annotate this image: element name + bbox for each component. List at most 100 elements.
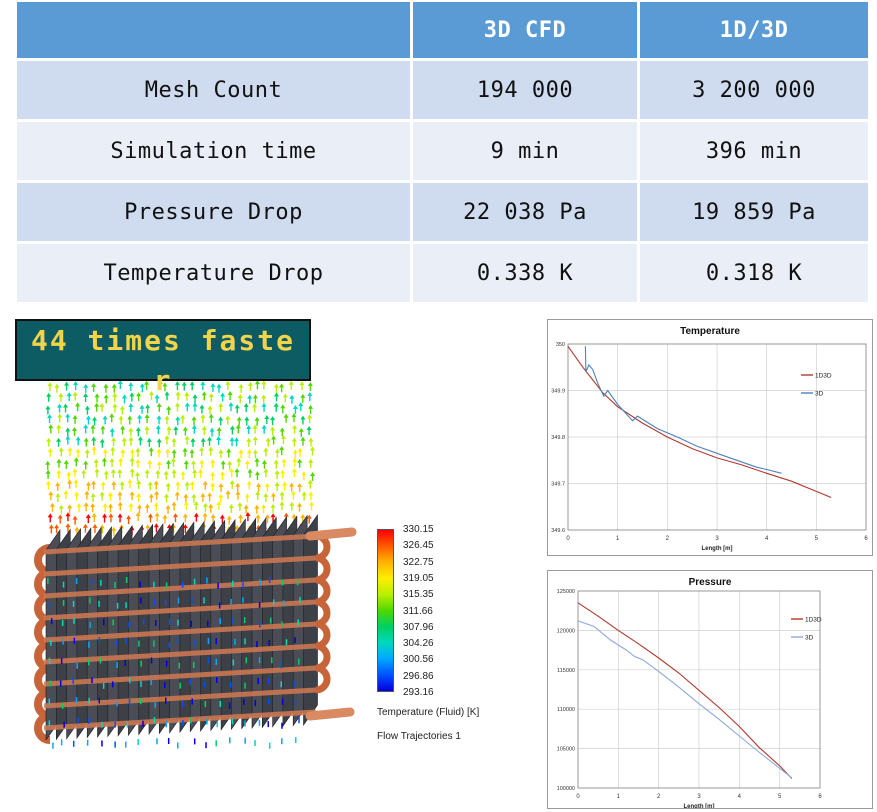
flow-arrow-head: [55, 493, 61, 498]
flow-arrow-head: [220, 460, 226, 465]
flow-arrow-head: [48, 424, 54, 429]
flow-arrow-head: [238, 514, 244, 519]
table-row: Pressure Drop 22 038 Pa 19 859 Pa: [17, 183, 868, 241]
flow-arrow-head: [261, 459, 267, 464]
flow-arrow-head: [229, 425, 235, 430]
flow-arrow-head: [237, 393, 243, 398]
flow-arrow-head: [202, 502, 208, 507]
plot-area: [567, 343, 867, 531]
flow-arrow-head: [247, 381, 253, 386]
tube: [43, 555, 317, 577]
flow-arrow-head: [172, 513, 178, 518]
flow-arrow-head: [292, 424, 298, 429]
flow-arrow-head: [126, 515, 132, 520]
flow-arrow-head: [270, 416, 276, 421]
flow-arrow-head: [308, 404, 314, 409]
flow-arrow-head: [112, 403, 118, 408]
flow-arrow-head: [129, 491, 135, 496]
flow-arrow-head: [171, 469, 177, 474]
flow-arrow-head: [83, 502, 89, 507]
flow-arrow-head: [184, 481, 190, 486]
flow-arrow-head: [263, 447, 269, 452]
flow-arrow-head: [252, 403, 258, 408]
flow-arrow-head: [199, 459, 205, 464]
flow-arrow-head: [289, 501, 295, 506]
flow-arrow-head: [84, 449, 90, 454]
flow-arrow-head: [57, 403, 63, 408]
flow-arrow-head: [117, 469, 123, 474]
flow-arrow-head: [216, 383, 222, 388]
flow-arrow-head: [56, 424, 62, 429]
flow-arrow-head: [108, 513, 114, 518]
flow-arrow-head: [56, 437, 62, 442]
flow-arrow-head: [109, 413, 115, 418]
flow-arrow-head: [90, 424, 96, 429]
flow-arrow-head: [289, 482, 295, 487]
flow-arrow-head: [210, 482, 216, 487]
flow-arrow-head: [243, 504, 249, 509]
speedup-banner: 44 times faster: [15, 319, 311, 397]
flow-arrow-head: [202, 512, 208, 517]
y-tick-label: 105000: [557, 747, 575, 753]
flow-arrow-head: [139, 404, 145, 409]
flow-arrow-head: [84, 490, 90, 495]
flow-trajectory-arrows: [45, 380, 316, 536]
y-tick-label: 125000: [557, 589, 575, 595]
flow-arrow-head: [270, 426, 276, 431]
flow-arrow-head: [279, 491, 285, 496]
flow-arrow-head: [254, 504, 260, 509]
flow-arrow-head: [244, 493, 250, 498]
flow-arrow-head: [291, 437, 297, 442]
legend-value: 293.16: [403, 687, 434, 698]
flow-arrow-head: [102, 448, 108, 453]
flow-arrow-head: [72, 427, 78, 432]
flow-arrow-head: [108, 503, 114, 508]
flow-arrow-head: [308, 458, 314, 463]
flow-arrow-head: [191, 416, 197, 421]
flow-arrow-head: [166, 405, 172, 410]
flow-arrow-head: [218, 402, 224, 407]
x-tick-label: 1: [616, 536, 620, 542]
1d3d-value: 396 min: [640, 122, 868, 180]
flow-arrow-head: [208, 446, 214, 451]
flow-arrow-head: [234, 404, 240, 409]
comparison-table: 3D CFD 1D/3D Mesh Count 194 000 3 200 00…: [14, 0, 871, 305]
flow-arrow-head: [292, 457, 298, 462]
flow-arrow-head: [147, 513, 153, 518]
flow-arrow-head: [301, 471, 307, 476]
flow-arrow-head: [117, 501, 123, 506]
flow-arrow-head: [102, 503, 108, 508]
flow-arrow-head: [65, 512, 71, 517]
flow-arrow-head: [282, 481, 288, 486]
flow-arrow-head: [155, 425, 161, 430]
flow-arrow-head: [180, 414, 186, 419]
flow-arrow-head: [310, 446, 316, 451]
flow-arrow-head: [72, 391, 78, 396]
flow-arrow-head: [63, 403, 69, 408]
flow-arrow-head: [164, 415, 170, 420]
flow-arrow-head: [238, 383, 244, 388]
flow-arrow-head: [218, 416, 224, 421]
flow-arrow-head: [264, 514, 270, 519]
flow-arrow-head: [65, 427, 71, 432]
flow-arrow-head: [156, 438, 162, 443]
flow-arrow-head: [72, 515, 78, 520]
flow-arrow-head: [73, 479, 79, 484]
flow-arrow-head: [218, 482, 224, 487]
flow-arrow-head: [184, 435, 190, 440]
flow-arrow-head: [298, 427, 304, 432]
flow-arrow-head: [101, 457, 107, 462]
flow-arrow-head: [208, 503, 214, 508]
flow-arrow-head: [183, 493, 189, 498]
flow-arrow-head: [128, 436, 134, 441]
x-tick-label: 2: [657, 794, 661, 800]
flow-arrow-head: [164, 391, 170, 396]
flow-arrow-head: [244, 460, 250, 465]
flow-arrow-head: [309, 501, 315, 506]
flow-arrow-head: [182, 426, 188, 431]
flow-arrow-head: [282, 393, 288, 398]
flow-arrow-head: [291, 468, 297, 473]
flow-arrow-head: [191, 493, 197, 498]
flow-arrow-head: [225, 380, 231, 385]
flow-arrow-head: [67, 479, 73, 484]
